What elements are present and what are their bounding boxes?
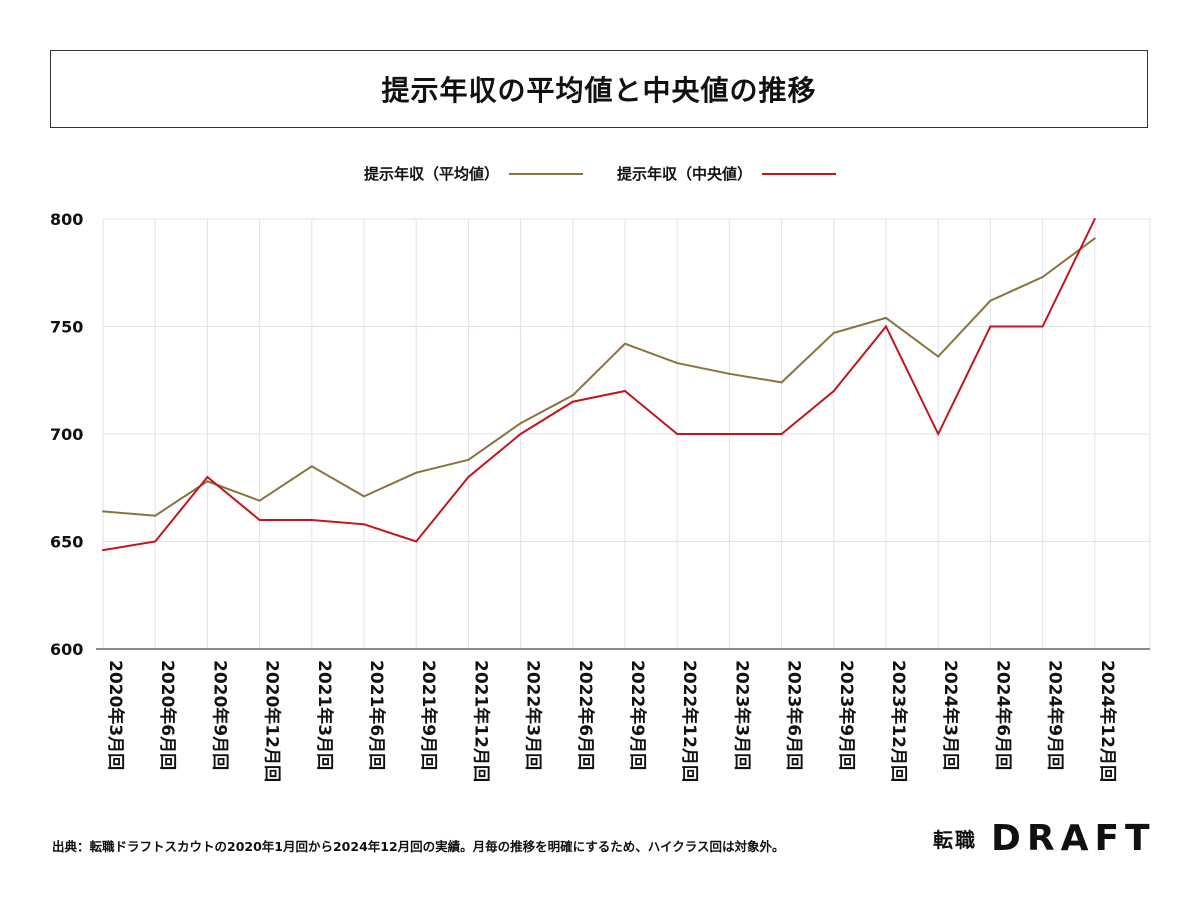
data-point-mean (1041, 276, 1044, 279)
x-tick-label: 2023年3月回 (731, 660, 752, 770)
data-point-mean (467, 458, 470, 461)
data-point-median (258, 519, 261, 521)
series-line-mean (102, 237, 1096, 517)
legend-line-mean (509, 172, 583, 175)
data-point-mean (363, 495, 365, 498)
data-point-median (780, 433, 783, 435)
y-tick-label: 800 (50, 210, 83, 229)
data-point-median (1093, 218, 1096, 220)
data-point-mean (258, 499, 261, 502)
series-line-median (102, 218, 1096, 552)
x-tick-label: 2022年6月回 (575, 660, 596, 770)
data-point-median (1041, 325, 1044, 328)
data-point-median (832, 390, 835, 392)
chart-title: 提示年収の平均値と中央値の推移 (381, 74, 817, 107)
data-point-mean (519, 422, 522, 425)
y-tick-label: 700 (50, 425, 83, 444)
data-point-median (467, 476, 470, 478)
data-point-median (415, 540, 418, 543)
x-tick-label: 2024年6月回 (992, 660, 1013, 770)
legend-label-mean: 提示年収（平均値） (363, 165, 499, 183)
y-tick-label: 650 (50, 533, 83, 552)
x-tick-label: 2023年6月回 (784, 660, 805, 770)
x-tick-label: 2021年3月回 (314, 660, 335, 770)
legend: 提示年収（平均値） 提示年収（中央値） (0, 163, 1200, 184)
data-point-mean (937, 355, 940, 358)
x-tick-label: 2021年12月回 (470, 660, 491, 782)
data-point-mean (415, 471, 418, 474)
legend-line-median (762, 172, 837, 175)
x-tick-label: 2020年6月回 (157, 660, 178, 770)
data-point-mean (310, 465, 313, 468)
data-point-mean (102, 510, 104, 513)
data-point-median (519, 433, 522, 435)
x-tick-label: 2021年6月回 (366, 660, 387, 770)
data-point-median (102, 549, 104, 552)
logo-text-en: DRAFT (991, 818, 1156, 859)
chart-title-box: 提示年収の平均値と中央値の推移 (50, 50, 1148, 128)
logo-text-jp: 転職 (933, 828, 977, 852)
data-point-median (310, 519, 313, 521)
data-point-mean (624, 342, 626, 345)
data-point-mean (154, 514, 157, 517)
footer-source-note: 出典：転職ドラフトスカウトの2020年1月回から2024年12月回の実績。月毎の… (52, 839, 785, 854)
data-point-median (363, 523, 365, 526)
x-tick-label: 2022年12月回 (679, 660, 700, 782)
x-tick-label: 2023年9月回 (836, 660, 857, 770)
data-point-median (624, 390, 626, 392)
data-point-mean (885, 316, 887, 319)
x-tick-label: 2020年9月回 (209, 660, 230, 770)
legend-item-median: 提示年収（中央値） (617, 163, 837, 184)
x-tick-label: 2023年12月回 (888, 660, 909, 782)
y-tick-label: 750 (50, 318, 83, 337)
y-tick-label: 600 (50, 640, 83, 659)
data-point-mean (989, 299, 992, 302)
data-point-median (728, 433, 731, 435)
x-tick-label: 2021年9月回 (418, 660, 439, 770)
data-point-median (989, 325, 992, 328)
x-tick-label: 2024年3月回 (940, 660, 961, 770)
x-tick-label: 2022年9月回 (627, 660, 648, 770)
x-tick-label: 2022年3月回 (523, 660, 544, 770)
data-point-mean (728, 372, 731, 375)
x-tick-label: 2024年12月回 (1097, 660, 1118, 782)
data-point-mean (571, 394, 574, 397)
data-point-mean (676, 362, 679, 365)
data-point-median (206, 476, 209, 478)
data-point-mean (1093, 237, 1096, 240)
x-tick-label: 2020年12月回 (262, 660, 283, 782)
data-point-mean (780, 381, 783, 384)
legend-label-median: 提示年収（中央値） (617, 165, 753, 183)
data-point-median (937, 433, 940, 435)
data-point-median (571, 400, 574, 403)
data-point-median (676, 433, 679, 435)
data-point-median (885, 325, 887, 328)
data-point-mean (206, 480, 209, 483)
brand-logo: 転職 DRAFT (933, 818, 1156, 859)
data-point-median (154, 540, 157, 543)
data-point-mean (832, 331, 835, 334)
legend-item-mean: 提示年収（平均値） (364, 163, 583, 184)
x-tick-label: 2020年3月回 (105, 660, 126, 770)
x-tick-label: 2024年9月回 (1045, 660, 1066, 770)
